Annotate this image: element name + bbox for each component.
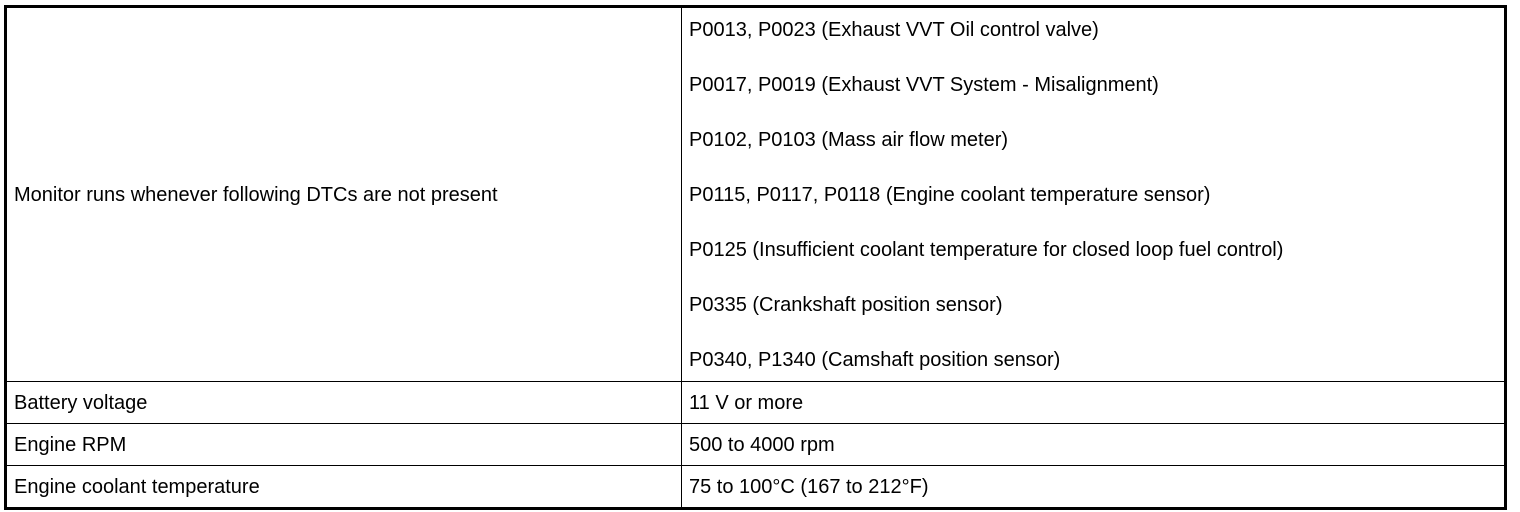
dtc-item: P0125 (Insufficient coolant temperature … (689, 239, 1284, 261)
dtc-item: P0340, P1340 (Camshaft position sensor) (689, 349, 1061, 371)
value-cell: 75 to 100°C (167 to 212°F) (681, 465, 1506, 509)
dtc-item: P0017, P0019 (Exhaust VVT System - Misal… (689, 74, 1159, 96)
table-row: Engine RPM 500 to 4000 rpm (5, 423, 1506, 466)
table-row: Battery voltage 11 V or more (5, 381, 1506, 424)
dtc-item: P0013, P0023 (Exhaust VVT Oil control va… (689, 19, 1099, 41)
condition-cell: Engine RPM (5, 423, 682, 466)
dtc-list: P0013, P0023 (Exhaust VVT Oil control va… (689, 8, 1504, 381)
value-cell: P0013, P0023 (Exhaust VVT Oil control va… (681, 6, 1506, 382)
dtc-item: P0335 (Crankshaft position sensor) (689, 294, 1003, 316)
table-container: Monitor runs whenever following DTCs are… (4, 5, 1507, 510)
dtc-item: P0102, P0103 (Mass air flow meter) (689, 129, 1009, 151)
table-row: Monitor runs whenever following DTCs are… (5, 6, 1506, 382)
condition-cell: Engine coolant temperature (5, 465, 682, 509)
table-row: Engine coolant temperature 75 to 100°C (1… (5, 465, 1506, 509)
condition-cell: Monitor runs whenever following DTCs are… (5, 6, 682, 382)
condition-cell: Battery voltage (5, 381, 682, 424)
value-cell: 500 to 4000 rpm (681, 423, 1506, 466)
value-cell: 11 V or more (681, 381, 1506, 424)
conditions-table: Monitor runs whenever following DTCs are… (4, 5, 1507, 510)
dtc-item: P0115, P0117, P0118 (Engine coolant temp… (689, 184, 1211, 206)
